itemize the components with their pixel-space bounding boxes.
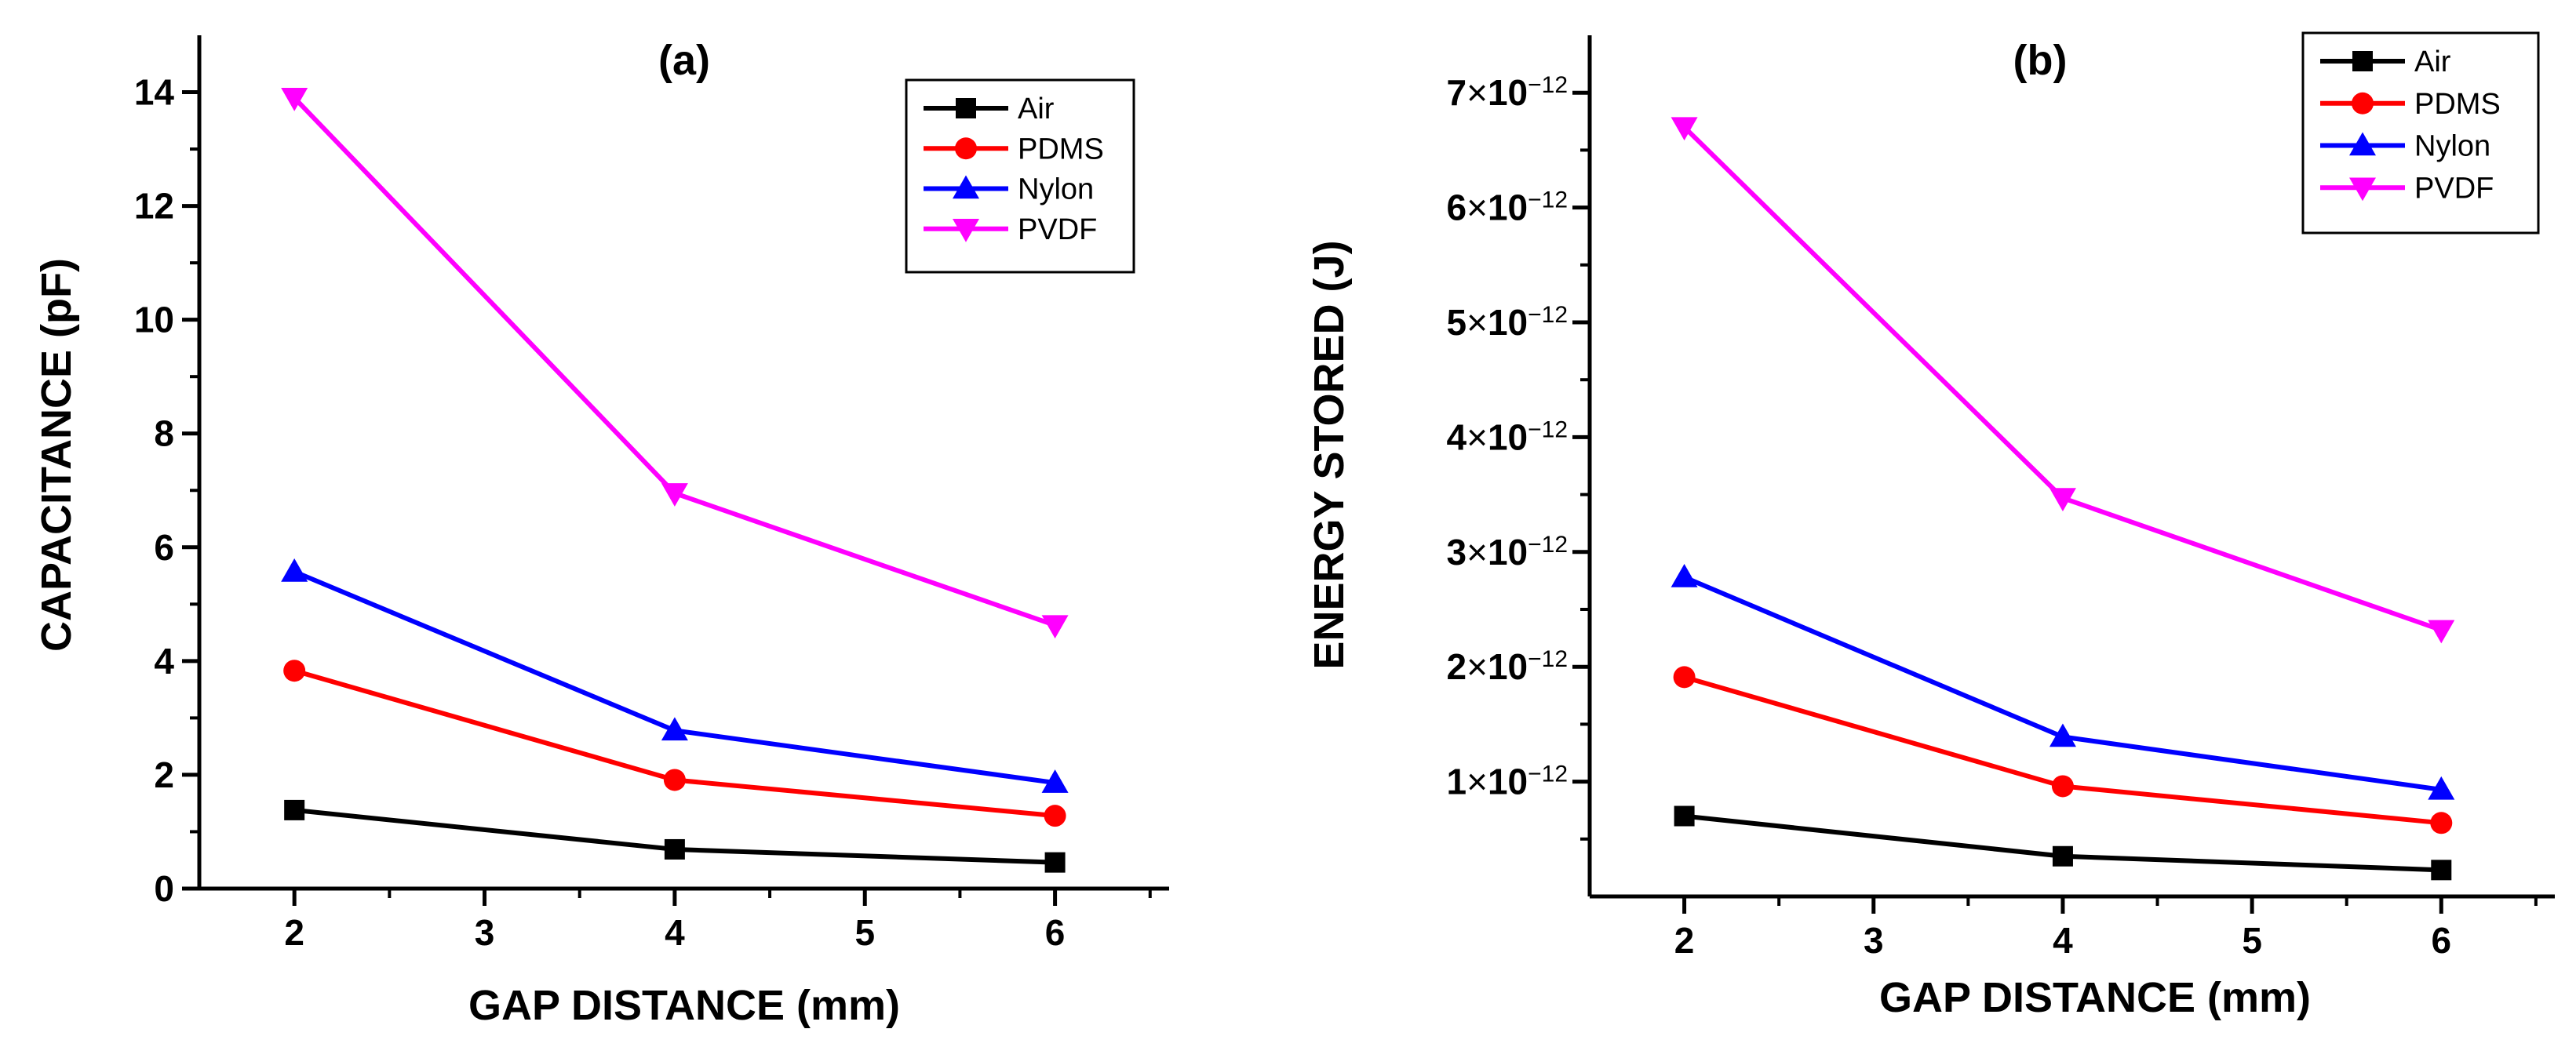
legend-label-air: Air <box>2414 45 2451 78</box>
legend-label-pdms: PDMS <box>2414 88 2501 121</box>
y-tick-label: 1×10−12 <box>1446 761 1568 802</box>
x-axis-label: GAP DISTANCE (mm) <box>468 982 900 1029</box>
legend-label-pvdf: PVDF <box>2414 172 2494 205</box>
data-point-pdms <box>2430 812 2453 834</box>
legend-marker-nylon <box>953 175 979 199</box>
y-axis-label: ENERGY STORED (J) <box>1306 240 1353 669</box>
x-tick-label: 4 <box>665 912 685 953</box>
series-pdms <box>283 660 1066 827</box>
legend-marker-air <box>2352 51 2373 71</box>
chart-panel-a: 2 3 4 5 6 0 2 4 6 8 10 12 14 (a) GAP DISTANCE (mm) CAPA… <box>33 35 1169 1029</box>
data-point-nylon <box>1671 564 1698 587</box>
series-pvdf <box>281 88 1069 639</box>
y-tick-label: 6 <box>154 527 174 568</box>
legend: Air PDMS Nylon PVDF <box>2301 31 2540 235</box>
series-pvdf <box>1671 117 2455 644</box>
data-point-pdms <box>1044 805 1066 827</box>
legend-label-pvdf: PVDF <box>1018 213 1097 246</box>
y-tick-label: 2×10−12 <box>1446 646 1568 688</box>
data-point-pdms <box>2051 775 2074 798</box>
data-point-pvdf <box>661 483 688 507</box>
legend-marker-pdms <box>2352 92 2374 115</box>
data-point-nylon <box>281 558 308 582</box>
x-tick-label: 2 <box>1674 920 1695 961</box>
legend-label-air: Air <box>1018 93 1055 125</box>
y-tick-label: 3×10−12 <box>1446 531 1568 573</box>
chart-title: (a) <box>658 37 710 84</box>
x-tick-label: 4 <box>2053 920 2073 961</box>
data-point-pvdf <box>1671 117 1698 141</box>
y-tick-label: 6×10−12 <box>1446 187 1568 228</box>
x-tick-label: 5 <box>2242 920 2262 961</box>
x-tick-label: 6 <box>2431 920 2451 961</box>
data-point-nylon <box>1041 769 1069 793</box>
y-tick-label: 4 <box>154 641 174 682</box>
data-point-nylon <box>661 717 688 741</box>
series-air <box>1674 805 2452 881</box>
data-point-pdms <box>283 660 306 682</box>
series-nylon <box>281 558 1069 793</box>
chart-panel-b: 2 3 4 5 6 1×10−12 2×10−12 3×10−12 4×10−12 5×10−12… <box>1306 31 2555 1021</box>
x-tick-label: 2 <box>284 912 304 953</box>
y-tick-label: 2 <box>154 754 174 795</box>
legend-label-nylon: Nylon <box>2414 130 2490 163</box>
legend-marker-pvdf <box>953 219 979 242</box>
series-air <box>284 799 1066 873</box>
series-line-nylon <box>293 569 1055 786</box>
data-point-air <box>284 799 305 820</box>
data-point-air <box>2431 860 2452 881</box>
series-line-pdms <box>1683 674 2442 826</box>
data-point-pvdf <box>1041 615 1069 639</box>
data-point-nylon <box>2049 723 2076 747</box>
x-tick-label: 3 <box>1864 920 1884 961</box>
x-tick-label: 6 <box>1045 912 1066 953</box>
data-point-air <box>2052 845 2073 867</box>
legend-box <box>2301 31 2540 235</box>
series-nylon <box>1671 564 2455 800</box>
series-pdms <box>1673 666 2453 834</box>
x-axis-label: GAP DISTANCE (mm) <box>1879 974 2311 1021</box>
x-tick-label: 5 <box>854 912 875 953</box>
data-point-pdms <box>663 769 686 791</box>
legend-box <box>905 78 1135 274</box>
data-point-air <box>1674 805 1695 827</box>
series-line-nylon <box>1683 575 2442 792</box>
y-tick-label: 12 <box>134 186 174 227</box>
legend-marker-pvdf <box>2349 177 2376 202</box>
x-tick-label: 3 <box>475 912 495 953</box>
data-point-pdms <box>1673 666 1696 689</box>
y-tick-label: 5×10−12 <box>1446 302 1568 344</box>
legend-label-nylon: Nylon <box>1018 173 1094 206</box>
legend-label-pdms: PDMS <box>1018 133 1104 165</box>
data-point-pvdf <box>2049 488 2076 511</box>
data-point-air <box>664 838 685 860</box>
data-point-nylon <box>2428 776 2455 800</box>
legend-marker-air <box>956 98 976 118</box>
data-point-pvdf <box>2428 620 2455 644</box>
y-tick-label: 10 <box>134 300 174 340</box>
legend: Air PDMS Nylon PVDF <box>905 78 1135 274</box>
y-tick-label: 8 <box>154 413 174 454</box>
legend-marker-pdms <box>955 137 977 160</box>
y-tick-label: 7×10−12 <box>1446 72 1568 114</box>
y-tick-label: 4×10−12 <box>1446 416 1568 458</box>
y-tick-label: 0 <box>154 868 174 909</box>
chart-title: (b) <box>2013 37 2068 84</box>
y-axis-label: CAPACITANCE (pF) <box>33 258 80 652</box>
legend-marker-nylon <box>2349 132 2376 156</box>
series-line-pdms <box>293 668 1055 819</box>
data-point-pvdf <box>281 88 308 111</box>
y-tick-label: 14 <box>134 72 175 113</box>
data-point-air <box>1044 852 1066 873</box>
